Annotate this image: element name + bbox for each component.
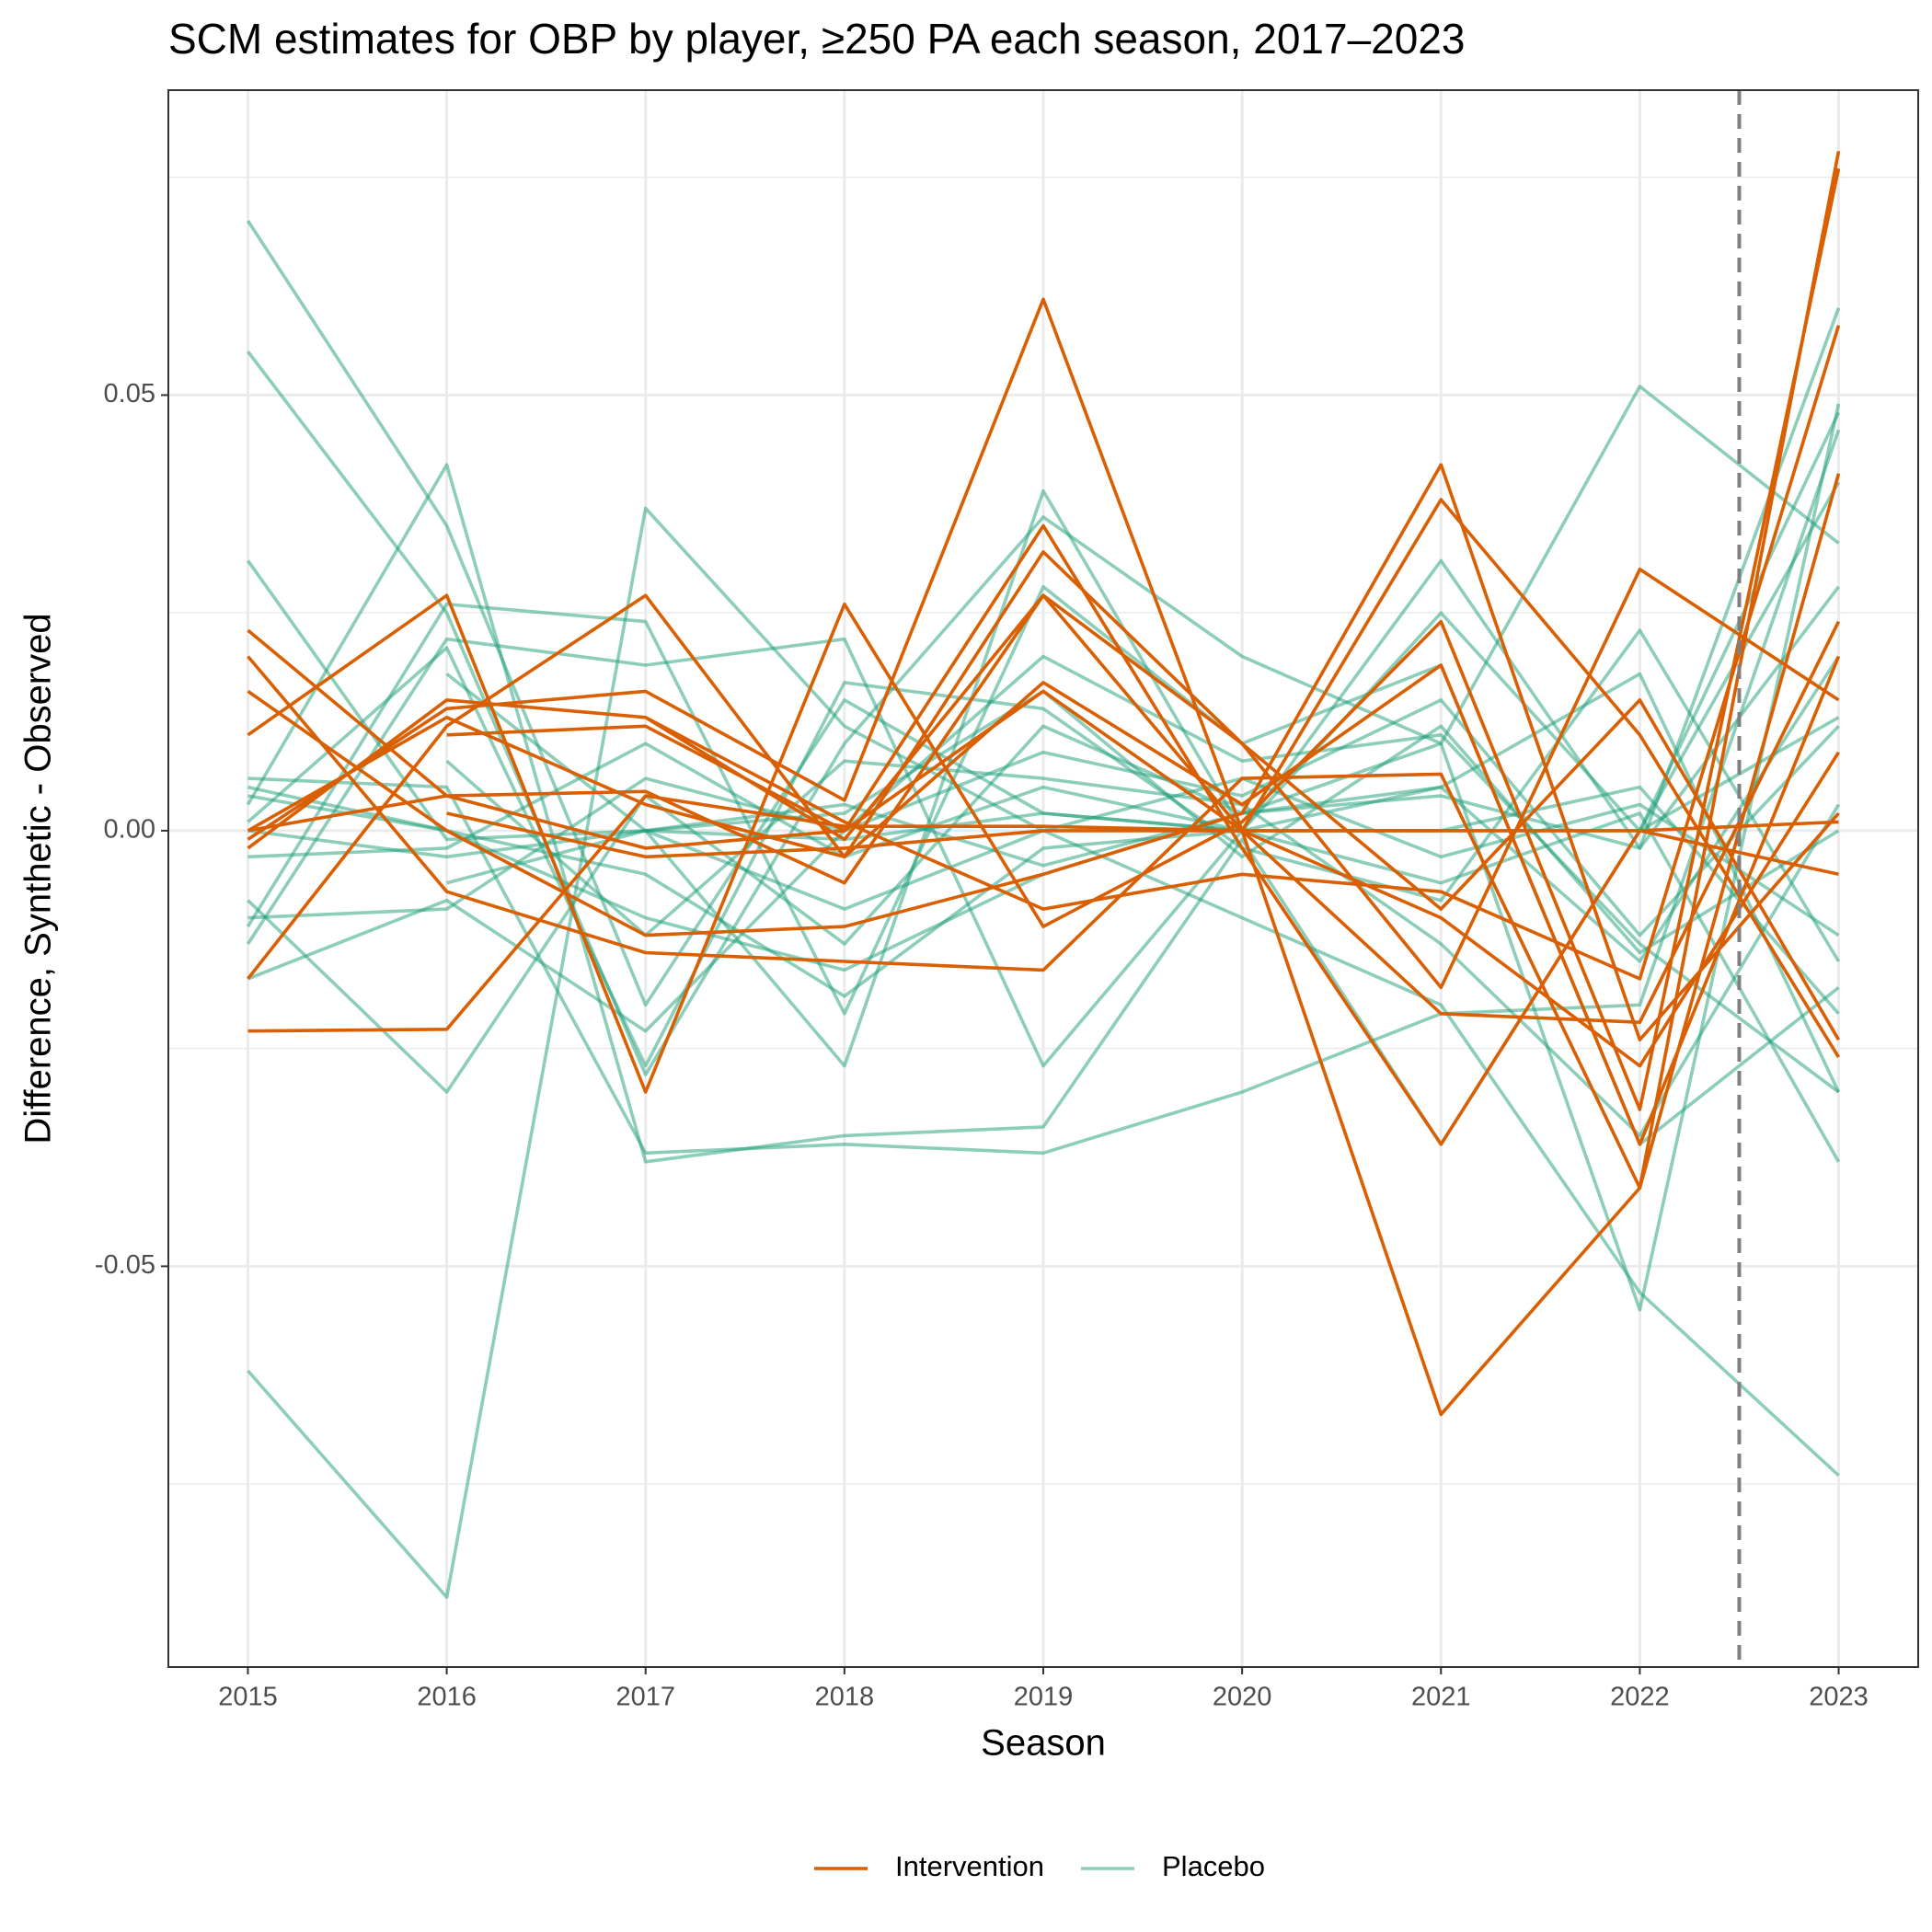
series-line <box>446 523 1839 1146</box>
series-line <box>247 307 1841 1068</box>
series-line <box>445 759 1841 1138</box>
series-line <box>446 672 1841 1093</box>
y-tick-label: 0.05 <box>104 379 155 408</box>
x-tick-label: 2020 <box>1213 1683 1272 1712</box>
x-tick-label: 2021 <box>1411 1683 1471 1712</box>
series-line <box>247 785 1840 1015</box>
x-tick-label: 2016 <box>417 1683 477 1712</box>
series-line <box>247 351 1840 1076</box>
series-line <box>445 673 1840 955</box>
x-tick-label: 2023 <box>1809 1683 1869 1712</box>
series-line <box>247 325 1841 981</box>
series-line <box>247 463 1840 1041</box>
series-line <box>247 593 1841 1146</box>
series-line <box>247 150 1841 1190</box>
series-line <box>446 498 1841 1059</box>
x-tick-label: 2018 <box>815 1683 875 1712</box>
series-line <box>247 654 1840 1094</box>
y-axis-title: Difference, Synthetic - Observed <box>18 613 59 1144</box>
x-axis-title: Season <box>981 1723 1106 1764</box>
legend-label: Intervention <box>895 1850 1044 1882</box>
y-tick-label: 0.00 <box>104 815 155 845</box>
series-line <box>247 297 1841 1417</box>
legend-label: Placebo <box>1162 1850 1265 1882</box>
x-tick-label: 2019 <box>1014 1683 1074 1712</box>
series-line <box>247 167 1841 1111</box>
x-tick-label: 2017 <box>615 1683 675 1712</box>
series-line <box>246 481 1841 1068</box>
series-line <box>247 794 1839 1033</box>
x-tick-label: 2015 <box>218 1683 278 1712</box>
series-line <box>247 403 1841 1312</box>
series-line <box>247 429 1841 1156</box>
series-line <box>247 689 1841 1068</box>
x-tick-label: 2022 <box>1610 1683 1670 1712</box>
series-line <box>247 628 1841 1068</box>
plot-border <box>167 89 1919 1668</box>
chart-title: SCM estimates for OBP by player, ≥250 PA… <box>168 15 1466 63</box>
y-tick-label: -0.05 <box>95 1250 155 1280</box>
series-line <box>247 550 1841 1041</box>
